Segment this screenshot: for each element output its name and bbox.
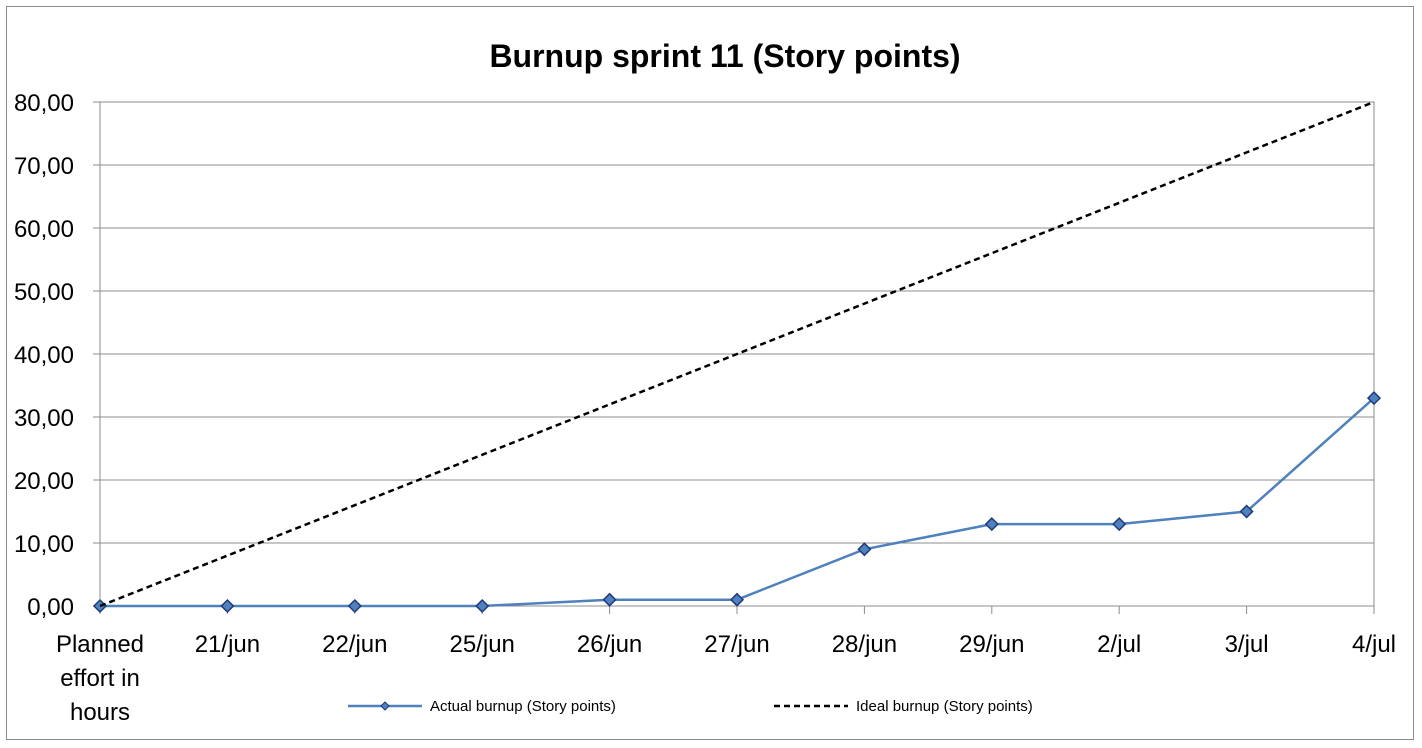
data-point (857, 542, 872, 557)
x-tick-label: 27/jun (704, 631, 769, 658)
x-tick-label: 26/jun (577, 631, 642, 658)
y-tick-label: 80,00 (14, 90, 74, 117)
data-point (347, 598, 362, 614)
x-tick-label: 3/jul (1225, 631, 1269, 658)
x-tick-label: 22/jun (322, 631, 387, 658)
y-tick-label: 40,00 (14, 342, 74, 369)
y-tick-label: 0,00 (27, 594, 74, 621)
x-axis-ticks: Planned effort in hours 21/jun 22/jun 25/jun 2… (56, 606, 1396, 726)
x-tick-label: 2/jul (1097, 631, 1141, 658)
chart-title: Burnup sprint 11 (Story points) (489, 38, 960, 74)
data-point (1366, 391, 1382, 406)
y-tick-label: 10,00 (14, 531, 74, 558)
data-point (729, 592, 745, 607)
series-line (99, 100, 1375, 608)
y-tick-label: 50,00 (14, 279, 74, 306)
data-point (984, 517, 999, 532)
y-axis-ticks: 0,00 10,00 20,00 30,00 40,00 50,00 60,00 70,00 8… (14, 90, 100, 621)
x-tick-label: Planned effort in hours (56, 631, 144, 726)
y-tick-label: 60,00 (14, 216, 74, 243)
data-point (1239, 504, 1254, 519)
data-point (220, 598, 235, 614)
legend: Actual burnup (Story points) Ideal burnup… (348, 698, 1033, 715)
series-line (100, 397, 1375, 608)
x-tick-label: 25/jun (450, 631, 515, 658)
data-point (602, 592, 617, 607)
y-tick-label: 30,00 (14, 405, 74, 432)
y-tick-label: 20,00 (14, 468, 74, 495)
data-point (1112, 517, 1127, 532)
chart-frame (6, 6, 1414, 740)
legend-marker (380, 701, 390, 711)
x-tick-label: 4/jul (1352, 631, 1396, 658)
x-tick-label: 29/jun (959, 631, 1024, 658)
data-point (475, 598, 490, 614)
x-tick-label: 21/jun (195, 631, 260, 658)
legend-label: Actual burnup (Story points) (430, 698, 616, 715)
y-tick-label: 70,00 (14, 153, 74, 180)
x-tick-label: 28/jun (832, 631, 897, 658)
legend-label: Ideal burnup (Story points) (856, 698, 1033, 715)
series-group (92, 100, 1382, 614)
